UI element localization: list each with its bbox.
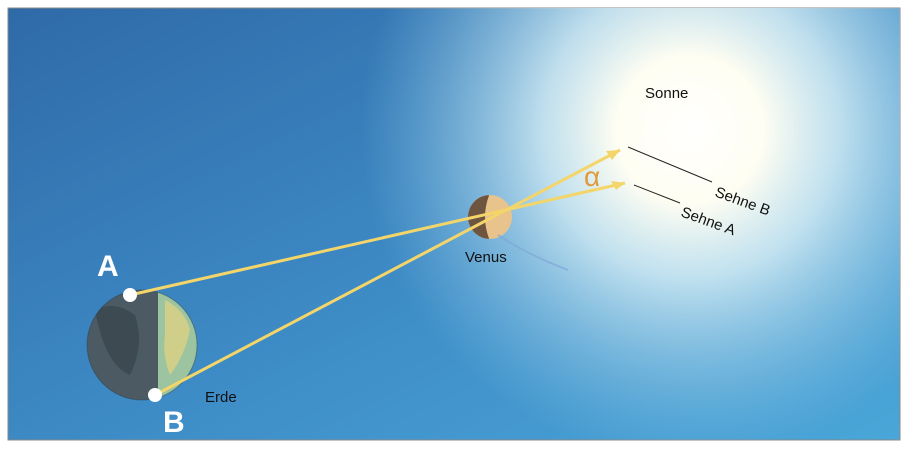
- sun-label: Sonne: [645, 85, 688, 102]
- sight-lines: [129, 148, 626, 397]
- earth-label: Erde: [205, 389, 237, 406]
- point-b: [148, 388, 162, 402]
- arrow-heads: [606, 150, 625, 190]
- angle-label: α: [584, 161, 600, 192]
- point-b-label: B: [163, 406, 185, 439]
- point-a-label: A: [97, 250, 119, 283]
- point-a: [123, 288, 137, 302]
- chord-a-line: [633, 184, 681, 204]
- venus-path: [497, 234, 569, 271]
- chord-b-line: [627, 146, 713, 183]
- venus-label: Venus: [465, 249, 507, 266]
- earth-outline: [86, 289, 198, 401]
